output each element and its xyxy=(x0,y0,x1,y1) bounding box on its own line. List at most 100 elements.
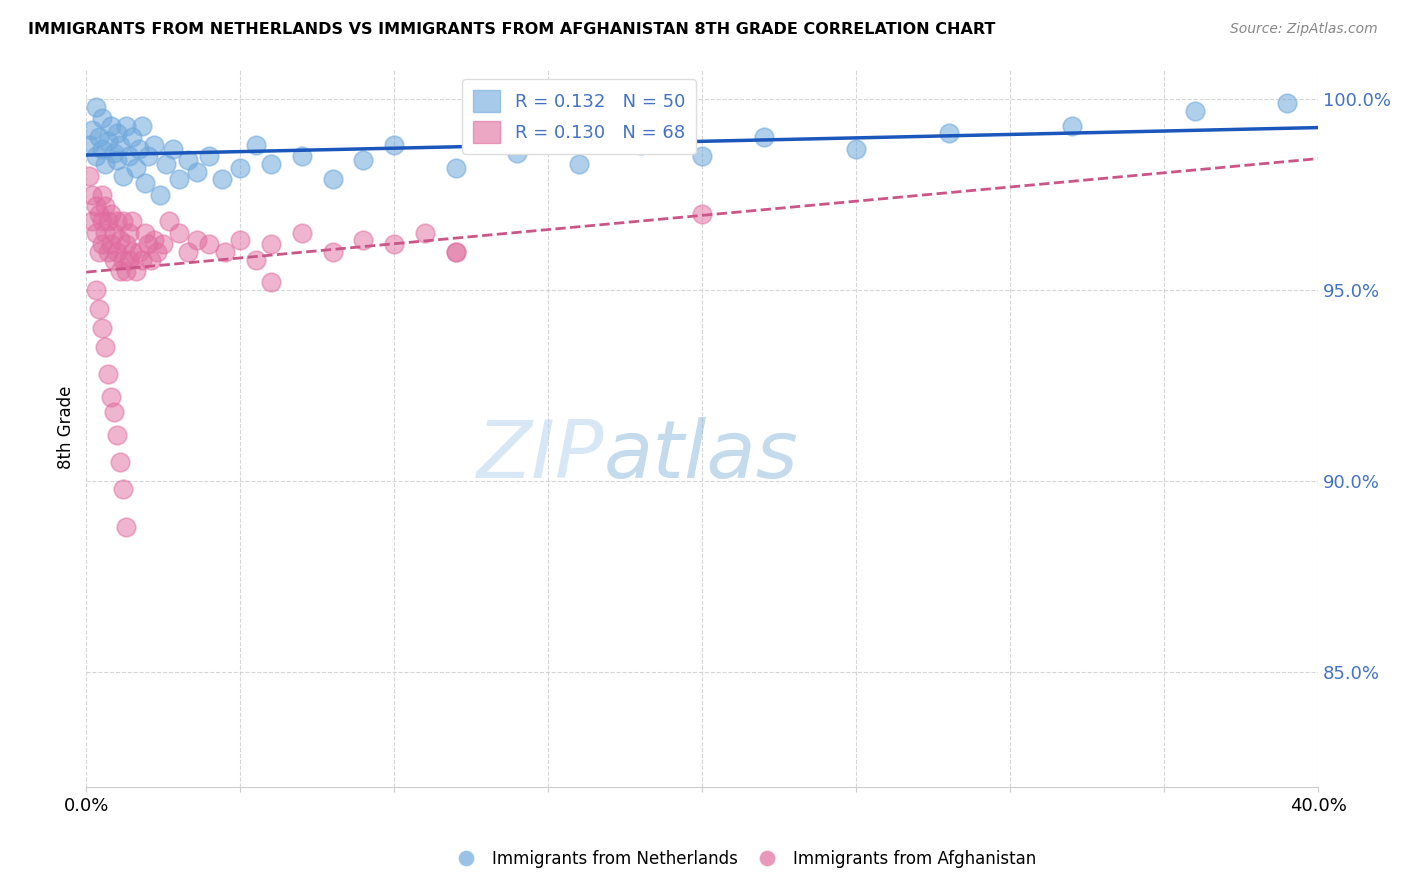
Point xyxy=(845,142,868,156)
Point xyxy=(97,367,120,381)
Point xyxy=(229,161,252,175)
Point xyxy=(100,119,122,133)
Point xyxy=(103,226,125,240)
Point xyxy=(100,207,122,221)
Point xyxy=(291,149,314,163)
Point xyxy=(103,405,125,419)
Point xyxy=(444,244,467,259)
Point xyxy=(118,252,141,267)
Point xyxy=(149,187,172,202)
Point xyxy=(186,234,208,248)
Point xyxy=(444,244,467,259)
Point xyxy=(121,244,143,259)
Point xyxy=(752,130,775,145)
Point xyxy=(146,244,169,259)
Point xyxy=(152,237,174,252)
Point xyxy=(198,149,221,163)
Point xyxy=(82,122,104,136)
Point xyxy=(1060,119,1083,133)
Point xyxy=(112,252,135,267)
Point xyxy=(353,234,375,248)
Point xyxy=(177,244,200,259)
Point xyxy=(94,199,117,213)
Text: atlas: atlas xyxy=(603,417,799,495)
Point xyxy=(131,119,153,133)
Text: IMMIGRANTS FROM NETHERLANDS VS IMMIGRANTS FROM AFGHANISTAN 8TH GRADE CORRELATION: IMMIGRANTS FROM NETHERLANDS VS IMMIGRANT… xyxy=(28,22,995,37)
Point xyxy=(108,264,131,278)
Point xyxy=(79,137,101,152)
Point xyxy=(84,226,107,240)
Point xyxy=(108,234,131,248)
Point xyxy=(245,252,267,267)
Point xyxy=(211,172,233,186)
Point xyxy=(112,169,135,183)
Point xyxy=(143,234,166,248)
Point xyxy=(105,214,128,228)
Point xyxy=(506,145,529,160)
Point xyxy=(112,214,135,228)
Point xyxy=(167,226,190,240)
Point xyxy=(568,157,591,171)
Legend: Immigrants from Netherlands, Immigrants from Afghanistan: Immigrants from Netherlands, Immigrants … xyxy=(447,843,1043,874)
Point xyxy=(87,302,110,317)
Point xyxy=(87,244,110,259)
Point xyxy=(84,100,107,114)
Point xyxy=(94,341,117,355)
Point xyxy=(108,137,131,152)
Point xyxy=(103,252,125,267)
Point xyxy=(690,149,713,163)
Point xyxy=(79,169,101,183)
Point xyxy=(112,482,135,496)
Point xyxy=(131,252,153,267)
Point xyxy=(143,137,166,152)
Point xyxy=(1184,103,1206,118)
Point xyxy=(97,214,120,228)
Point xyxy=(136,149,159,163)
Point xyxy=(167,172,190,186)
Point xyxy=(100,237,122,252)
Point xyxy=(260,276,283,290)
Text: Source: ZipAtlas.com: Source: ZipAtlas.com xyxy=(1230,22,1378,37)
Point xyxy=(155,157,177,171)
Point xyxy=(128,142,150,156)
Point xyxy=(105,244,128,259)
Legend: R = 0.132   N = 50, R = 0.130   N = 68: R = 0.132 N = 50, R = 0.130 N = 68 xyxy=(463,79,696,153)
Point xyxy=(260,157,283,171)
Point xyxy=(291,226,314,240)
Point xyxy=(118,226,141,240)
Point xyxy=(115,520,138,534)
Point xyxy=(94,157,117,171)
Point xyxy=(260,237,283,252)
Point xyxy=(90,237,112,252)
Point xyxy=(115,264,138,278)
Point xyxy=(121,214,143,228)
Point xyxy=(90,112,112,126)
Point xyxy=(97,244,120,259)
Point xyxy=(245,137,267,152)
Point xyxy=(90,187,112,202)
Point xyxy=(84,199,107,213)
Point xyxy=(128,244,150,259)
Point xyxy=(115,237,138,252)
Point xyxy=(322,172,344,186)
Point xyxy=(353,153,375,168)
Point xyxy=(124,264,146,278)
Point xyxy=(118,149,141,163)
Point xyxy=(382,137,405,152)
Point xyxy=(90,142,112,156)
Point xyxy=(103,145,125,160)
Point xyxy=(90,321,112,335)
Point xyxy=(139,252,162,267)
Point xyxy=(82,187,104,202)
Point xyxy=(444,161,467,175)
Point xyxy=(690,207,713,221)
Point xyxy=(136,237,159,252)
Point xyxy=(938,127,960,141)
Point xyxy=(134,226,156,240)
Point xyxy=(198,237,221,252)
Point xyxy=(186,164,208,178)
Point xyxy=(87,207,110,221)
Point xyxy=(177,153,200,168)
Point xyxy=(229,234,252,248)
Point xyxy=(115,119,138,133)
